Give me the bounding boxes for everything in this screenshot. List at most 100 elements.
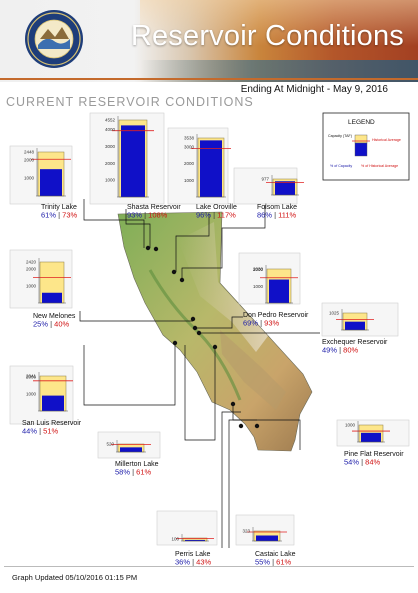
storage-bar-lake-oroville [200, 140, 222, 197]
pct-capacity-folsom-lake: 86% [257, 211, 274, 220]
pct-separator-lake-oroville: | [213, 211, 217, 220]
connector-shasta-reservoir [125, 209, 151, 248]
reservoir-pct-new-melones: 25% | 40% [33, 320, 69, 329]
tick-label-lake-oroville: 1000 [184, 178, 195, 183]
pct-historical-new-melones: 40% [54, 320, 69, 329]
legend-pct-historical-label: % of Historical Average [361, 164, 398, 168]
tick-label-don-pedro-reservoir: 2000 [253, 267, 264, 272]
tick-label-shasta-reservoir: 4000 [105, 127, 116, 132]
reservoir-name-castaic-lake: Castaic Lake [255, 551, 296, 558]
pct-separator-trinity-lake: | [58, 211, 62, 220]
reservoir-name-perris-lake: Perris Lake [175, 551, 211, 558]
tick-label-trinity-lake: 1000 [24, 176, 35, 181]
pct-capacity-pine-flat-reservoir: 54% [344, 458, 361, 467]
pct-historical-folsom-lake: 111% [278, 211, 296, 220]
reservoir-pct-lake-oroville: 96% | 117% [196, 211, 236, 220]
pct-separator-exchequer-reservoir: | [339, 346, 343, 355]
reservoir-name-lake-oroville: Lake Oroville [196, 204, 237, 211]
reservoir-name-new-melones: New Melones [33, 313, 76, 320]
pct-separator-pine-flat-reservoir: | [361, 458, 365, 467]
marker-don-pedro-reservoir [192, 325, 198, 331]
reservoir-pct-don-pedro-reservoir: 69% | 93% [243, 319, 279, 328]
section-subtitle: CURRENT RESERVOIR CONDITIONS [6, 95, 254, 109]
tick-label-lake-oroville: 3538 [184, 136, 195, 141]
tick-label-shasta-reservoir: 4552 [105, 118, 116, 123]
pct-capacity-exchequer-reservoir: 49% [322, 346, 339, 355]
pct-capacity-perris-lake: 36% [175, 558, 192, 567]
pct-capacity-lake-oroville: 96% [196, 211, 213, 220]
pct-capacity-castaic-lake: 55% [255, 558, 272, 567]
reservoir-pct-trinity-lake: 61% | 73% [41, 211, 77, 220]
reservoir-name-trinity-lake: Trinity Lake [41, 204, 77, 211]
pct-separator-folsom-lake: | [274, 211, 278, 220]
pct-capacity-new-melones: 25% [33, 320, 50, 329]
tick-label-new-melones: 1000 [26, 284, 37, 289]
pct-capacity-trinity-lake: 61% [41, 211, 58, 220]
tick-label-pine-flat-reservoir: 1000 [345, 423, 356, 428]
reservoir-name-millerton-lake: Millerton Lake [115, 461, 159, 468]
marker-millerton-lake [212, 344, 218, 350]
california-map [117, 211, 313, 452]
storage-bar-new-melones [42, 292, 62, 303]
pct-separator-new-melones: | [50, 320, 54, 329]
marker-lake-oroville [171, 269, 177, 275]
pct-separator-don-pedro-reservoir: | [260, 319, 264, 328]
pct-historical-trinity-lake: 73% [62, 211, 77, 220]
marker-exchequer-reservoir [196, 330, 202, 336]
dwr-seal-icon [25, 10, 83, 68]
reservoir-name-shasta-reservoir: Shasta Reservoir [127, 204, 181, 211]
pct-historical-castaic-lake: 61% [276, 558, 291, 567]
pct-capacity-don-pedro-reservoir: 69% [243, 319, 260, 328]
tick-label-lake-oroville: 2000 [184, 161, 195, 166]
storage-bar-perris-lake [185, 539, 205, 541]
reservoir-pct-shasta-reservoir: 93% | 108% [127, 211, 168, 220]
pct-separator-millerton-lake: | [132, 468, 136, 477]
tick-label-trinity-lake: 2000 [24, 158, 35, 163]
marker-folsom-lake [179, 277, 185, 283]
storage-bar-don-pedro-reservoir [269, 279, 289, 303]
pct-historical-san-luis-reservoir: 51% [43, 427, 58, 436]
marker-castaic-lake [254, 423, 260, 429]
legend-capacity-swatch [354, 134, 368, 144]
reservoir-markers [145, 245, 260, 429]
marker-pine-flat-reservoir [230, 401, 236, 407]
panel-shasta-reservoir: 1000 2000 3000 4000 4552 Shasta Reservoir93% … [89, 112, 181, 220]
legend-historical-label: Historical Average [372, 138, 401, 142]
tick-label-san-luis-reservoir: 2041 [26, 374, 37, 379]
connector-lines [79, 199, 320, 548]
marker-new-melones [190, 316, 196, 322]
date-label: Ending At Midnight - May 9, 2016 [240, 84, 388, 95]
tick-label-don-pedro-reservoir: 1000 [253, 284, 264, 289]
tick-label-millerton-lake: 520 [106, 442, 114, 447]
connector-trinity-lake [83, 199, 145, 248]
legend-pct-capacity-label: % of Capacity [330, 164, 352, 168]
connector-lake-oroville [175, 214, 210, 272]
tick-label-san-luis-reservoir: 2000 [26, 374, 37, 379]
reservoir-pct-pine-flat-reservoir: 54% | 84% [344, 458, 380, 467]
marker-shasta-reservoir [153, 246, 159, 252]
reservoir-name-folsom-lake: Folsom Lake [257, 204, 297, 211]
storage-bar-exchequer-reservoir [345, 321, 365, 330]
pct-historical-lake-oroville: 117% [217, 211, 236, 220]
marker-trinity-lake [145, 245, 151, 251]
banner-rule [0, 78, 418, 80]
pct-separator-shasta-reservoir: | [144, 211, 148, 220]
connector-folsom-lake [181, 205, 266, 280]
banner-water [140, 60, 418, 82]
legend-capacity-label: Capacity (TAF) [328, 134, 352, 138]
tick-label-don-pedro-reservoir: 2030 [253, 267, 264, 272]
pct-separator-perris-lake: | [192, 558, 196, 567]
tick-label-lake-oroville: 3000 [184, 145, 195, 150]
connector-san-luis-reservoir [83, 343, 176, 406]
tick-label-trinity-lake: 2448 [24, 150, 35, 155]
